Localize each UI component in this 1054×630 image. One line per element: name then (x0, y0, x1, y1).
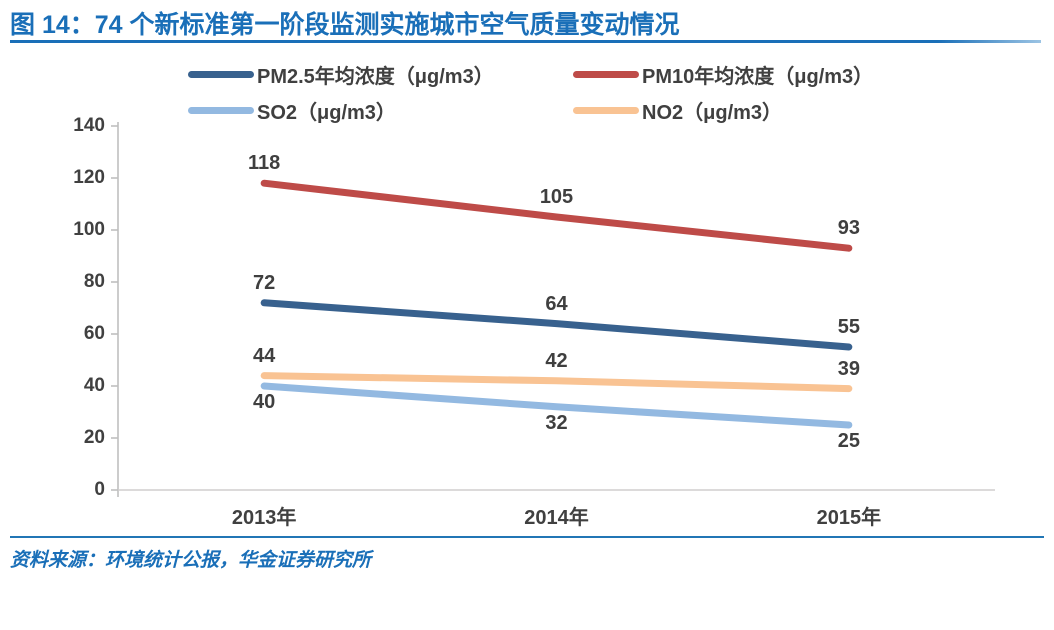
data-label: 39 (837, 357, 860, 380)
legend-item-so2: SO2（μg/m3） (188, 97, 396, 124)
series-line-1 (260, 179, 853, 252)
legend-swatch-so2-icon (188, 106, 254, 114)
data-label: 25 (837, 430, 860, 452)
legend-label-pm10: PM10年均浓度（μg/m3） (642, 65, 874, 88)
data-label: 32 (545, 411, 568, 434)
legend-swatch-pm10-icon (573, 70, 639, 78)
legend-label-pm25: PM2.5年均浓度（μg/m3） (257, 65, 494, 88)
legend-label-so2: SO2（μg/m3） (257, 101, 396, 124)
x-axis-label: 2014年 (524, 507, 589, 529)
plot-area (111, 122, 995, 497)
y-tick-label: 140 (73, 115, 105, 136)
x-axis-label: 2013年 (231, 507, 297, 529)
legend-item-pm25: PM2.5年均浓度（μg/m3） (188, 61, 494, 88)
y-tick-label: 0 (94, 479, 105, 500)
legend-item-no2: NO2（μg/m3） (573, 97, 783, 124)
source-note: 资料来源：环境统计公报，华金证券研究所 (10, 550, 372, 571)
data-label: 44 (253, 344, 276, 367)
series-line-0 (260, 299, 853, 351)
y-tick-label: 80 (83, 271, 105, 292)
page-title: 图 14：74 个新标准第一阶段监测实施城市空气质量变动情况 (10, 11, 680, 39)
y-tick-label: 120 (73, 167, 105, 188)
y-tick-label: 100 (73, 219, 105, 240)
x-axis-label: 2015年 (816, 507, 882, 529)
data-label: 42 (545, 349, 568, 372)
legend-swatch-pm25-icon (188, 70, 254, 78)
legend-label-no2: NO2（μg/m3） (642, 101, 783, 124)
series-line-2 (260, 382, 853, 429)
data-label: 55 (837, 316, 860, 338)
data-label: 72 (253, 271, 276, 294)
y-tick-label: 40 (83, 375, 105, 396)
data-label: 118 (248, 152, 281, 175)
footer-divider (10, 536, 1044, 538)
data-label: 40 (253, 391, 276, 413)
y-tick-label: 20 (83, 427, 105, 448)
data-label: 105 (539, 186, 574, 208)
legend-item-pm10: PM10年均浓度（μg/m3） (573, 61, 874, 88)
data-label: 64 (545, 292, 568, 315)
y-tick-label: 60 (83, 323, 105, 344)
data-label: 93 (837, 217, 860, 240)
series-line-3 (260, 372, 853, 393)
title-underline (10, 40, 1041, 43)
legend-swatch-no2-icon (573, 106, 639, 114)
